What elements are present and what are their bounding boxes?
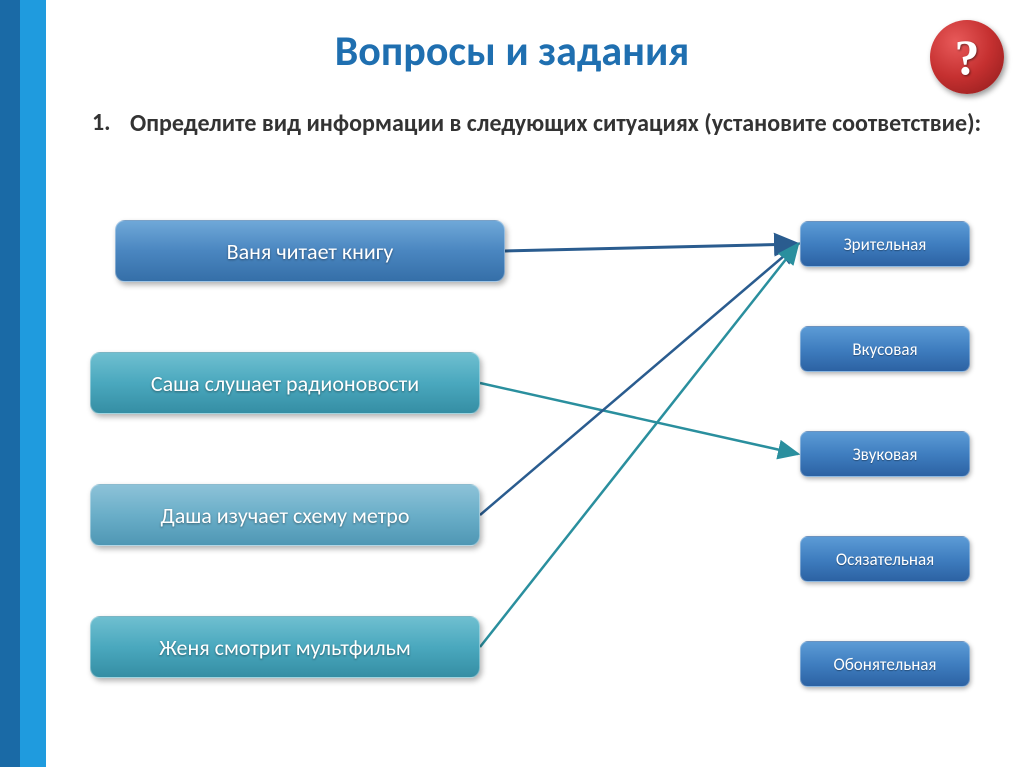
category-label: Обонятельная <box>834 654 937 675</box>
situation-box-0[interactable]: Ваня читает книгу <box>115 220 505 282</box>
situation-label: Даша изучает схему метро <box>161 502 410 529</box>
category-box-1[interactable]: Вкусовая <box>800 326 970 372</box>
match-arrow <box>480 244 798 515</box>
situation-label: Саша слушает радионовости <box>151 370 419 397</box>
category-label: Осязательная <box>836 549 934 570</box>
category-label: Зрительная <box>844 234 927 255</box>
match-arrow <box>505 244 798 251</box>
situation-box-3[interactable]: Женя смотрит мультфильм <box>90 616 480 678</box>
situation-box-2[interactable]: Даша изучает схему метро <box>90 484 480 546</box>
question-text: Определите вид информации в следующих си… <box>130 108 990 139</box>
situation-label: Ваня читает книгу <box>227 238 394 265</box>
category-label: Звуковая <box>853 444 918 465</box>
category-box-0[interactable]: Зрительная <box>800 221 970 267</box>
match-arrow <box>480 383 798 454</box>
situation-box-1[interactable]: Саша слушает радионовости <box>90 352 480 414</box>
page-title: Вопросы и задания <box>0 26 1024 77</box>
category-box-2[interactable]: Звуковая <box>800 431 970 477</box>
sidebar-accent-inner <box>0 0 20 767</box>
category-box-3[interactable]: Осязательная <box>800 536 970 582</box>
match-arrow <box>480 244 798 647</box>
category-box-4[interactable]: Обонятельная <box>800 641 970 687</box>
question-number: 1. <box>92 108 111 137</box>
question-badge: ? <box>930 20 1004 94</box>
question-mark-icon: ? <box>955 28 980 86</box>
situation-label: Женя смотрит мультфильм <box>159 634 411 661</box>
category-label: Вкусовая <box>852 339 917 360</box>
